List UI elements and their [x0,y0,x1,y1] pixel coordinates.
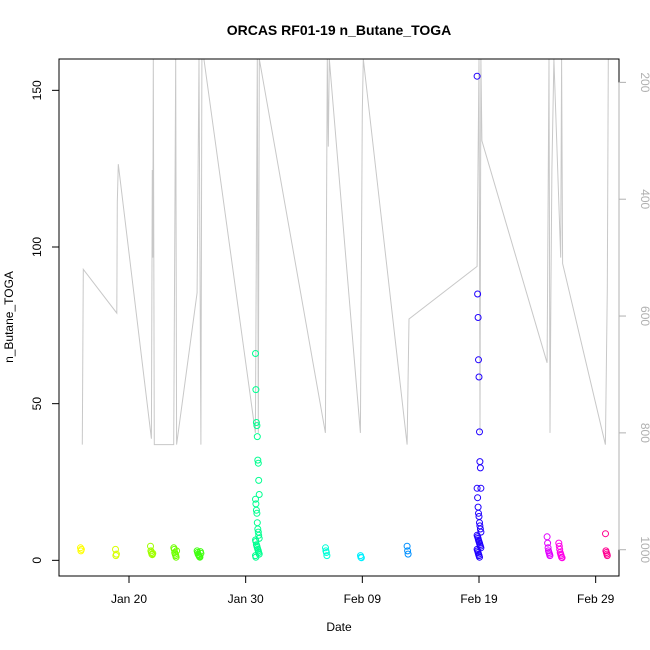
data-point [404,547,412,555]
data-point [252,506,260,514]
plot-frame [58,58,620,577]
data-point [255,531,263,539]
data-point [544,544,552,552]
data-point [252,350,259,357]
data-point [253,422,261,430]
plot-area [77,59,611,562]
x-axis: Jan 20 Jan 30 Feb 09 Feb 19 Feb 29 [111,575,615,606]
data-point [323,552,331,560]
data-point [252,553,260,561]
data-point [476,428,483,436]
data-point [173,547,181,555]
y-tick-label: 0 [30,557,44,564]
altitude-line [81,59,609,446]
data-point [112,550,120,558]
data-point [476,464,484,472]
data-point [149,549,157,557]
data-point [546,552,554,560]
x-tick-label: Jan 20 [111,592,147,606]
data-point [77,545,85,553]
data-point [474,503,482,511]
y2-tick-label: 600 [638,306,650,326]
data-point [475,373,483,381]
y2-tick-label: 400 [638,189,650,209]
data-point [558,554,566,562]
data-point [403,542,411,550]
data-point [253,433,261,441]
x-tick-label: Jan 30 [228,592,264,606]
data-point [477,484,485,492]
data-point [475,509,482,517]
y2-tick-label: 1000 [638,536,650,563]
y-tick-label: 50 [30,397,44,411]
data-point [473,72,481,80]
data-point [252,538,260,545]
x-tick-label: Feb 29 [577,592,615,606]
data-point [474,494,482,502]
data-point [254,459,262,467]
y-tick-label: 100 [30,237,44,257]
x-axis-label: Date [326,620,352,634]
data-point [476,525,484,533]
data-point [322,544,329,552]
data-point [474,290,482,298]
data-point [252,386,260,394]
y2-axis: 200 400 600 800 1000 [618,72,650,563]
data-point [476,458,484,466]
y2-tick-label: 200 [638,72,650,92]
y2-tick-label: 800 [638,423,650,443]
data-point [253,509,261,517]
data-point [474,314,482,321]
y-axis: 0 50 100 150 [30,80,60,564]
x-tick-label: Feb 09 [344,592,382,606]
y-axis-label: n_Butane_TOGA [2,271,16,363]
data-point [252,419,260,426]
y-tick-label: 150 [30,80,44,100]
data-point [254,456,262,464]
data-point [255,476,263,484]
data-point [197,549,205,557]
data-point [476,553,483,561]
data-point [404,550,412,558]
data-point [602,530,609,538]
data-point [603,552,611,560]
data-point [252,495,259,503]
data-point [544,539,552,547]
x-tick-label: Feb 19 [460,592,498,606]
data-point [357,554,365,562]
data-point [543,533,551,541]
data-point [255,491,263,498]
data-point [253,519,261,527]
data-point [322,549,330,556]
data-point [473,484,481,492]
chart-title: ORCAS RF01-19 n_Butane_TOGA [227,22,452,38]
data-point [475,356,482,364]
